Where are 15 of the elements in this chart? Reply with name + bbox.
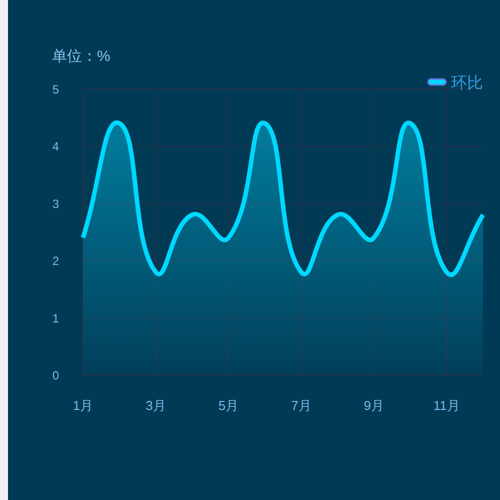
y-tick-label: 3 [52,196,60,211]
x-tick-label: 11月 [433,398,460,413]
x-tick-label: 9月 [364,398,384,413]
x-tick-label: 5月 [218,398,239,413]
x-tick-label: 7月 [291,398,312,413]
y-axis-title: 单位：% [52,48,110,65]
x-tick-label: 3月 [146,398,166,413]
legend-label: 环比 [451,74,483,92]
y-tick-label: 2 [52,254,60,268]
y-tick-label: 4 [52,140,60,154]
legend: 环比 [427,75,483,92]
x-tick-label: 1月 [72,398,94,413]
y-tick-label: 0 [52,368,60,382]
y-tick-label: 1 [52,311,60,326]
y-tick-label: 5 [52,82,60,96]
